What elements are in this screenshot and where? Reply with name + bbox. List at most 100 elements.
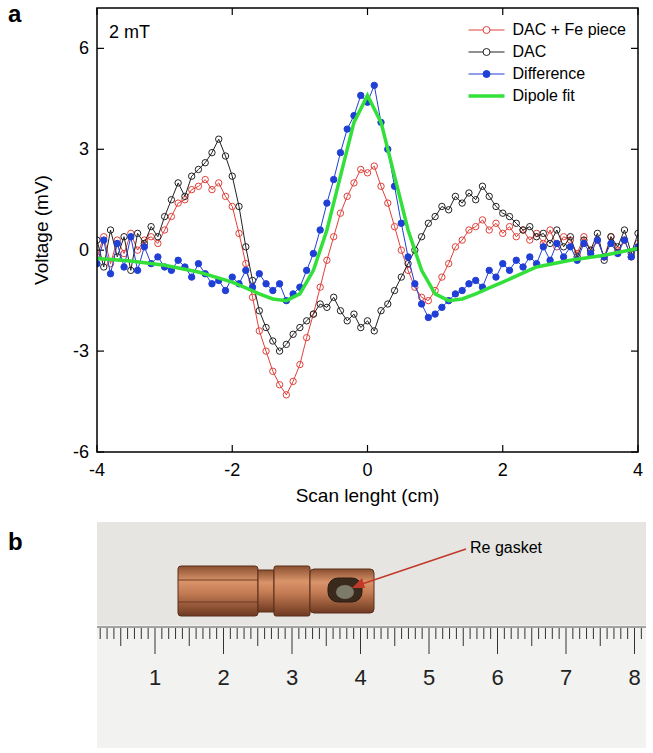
data-point: [560, 234, 566, 240]
data-point: [540, 230, 546, 236]
data-point: [337, 149, 343, 155]
x-tick-top: [502, 8, 503, 15]
ruler-tick: [483, 628, 484, 639]
data-point: [317, 284, 323, 290]
data-point: [527, 223, 533, 229]
ruler-label: 5: [423, 665, 435, 690]
data-point: [148, 234, 154, 240]
data-point: [195, 260, 201, 266]
data-point: [330, 176, 336, 182]
ruler-tick: [627, 628, 628, 639]
data-point: [452, 193, 458, 199]
data-point: [439, 304, 445, 310]
ruler-tick: [216, 628, 217, 639]
ruler-tick: [593, 628, 594, 639]
data-point: [202, 176, 208, 182]
ruler-tick: [449, 628, 450, 639]
data-point: [351, 311, 357, 317]
ruler: [97, 625, 646, 748]
data-point: [344, 193, 350, 199]
legend-label: Dipole fit: [513, 87, 576, 104]
ruler-tick: [367, 628, 368, 639]
data-point: [148, 223, 154, 229]
ruler-tick: [504, 628, 505, 639]
x-tick-label: 4: [633, 460, 643, 480]
data-point: [290, 331, 296, 337]
plot-data: [97, 82, 638, 398]
data-point: [486, 193, 492, 199]
data-point: [479, 183, 485, 189]
y-tick-label: 3: [79, 139, 89, 159]
legend-label: DAC + Fe piece: [513, 21, 626, 38]
data-point: [520, 264, 526, 270]
data-point: [513, 234, 519, 240]
data-point: [155, 234, 161, 240]
data-point: [216, 180, 222, 186]
ruler-tick: [113, 628, 114, 639]
figure: a-4-2024-6-3036Voltage (mV)Scan lenght (…: [0, 0, 653, 753]
plot-frame: [97, 8, 638, 452]
ruler-tick: [161, 628, 162, 639]
series-line: [97, 139, 638, 351]
data-point: [378, 308, 384, 314]
cell-window: [328, 578, 362, 602]
data-point: [439, 203, 445, 209]
ruler-tick: [182, 628, 183, 639]
data-point: [358, 166, 364, 172]
ruler-tick: [155, 628, 156, 654]
ruler-tick: [223, 628, 224, 654]
data-point: [378, 183, 384, 189]
annotation: 2 mT: [109, 22, 150, 42]
ruler-tick: [552, 628, 553, 639]
data-point: [134, 230, 140, 236]
ruler-tick: [429, 628, 430, 654]
ruler-tick: [408, 628, 409, 639]
data-point: [560, 244, 566, 250]
ruler-tick: [353, 628, 354, 639]
data-point: [513, 220, 519, 226]
cell-ring: [274, 566, 310, 616]
data-point: [128, 267, 134, 273]
data-point: [391, 287, 397, 293]
data-point: [594, 237, 600, 243]
data-point: [398, 274, 404, 280]
ruler-tick: [470, 628, 471, 639]
data-point: [371, 328, 377, 334]
ruler-tick: [566, 628, 567, 654]
data-point: [486, 267, 492, 273]
data-point: [486, 227, 492, 233]
data-point: [175, 200, 181, 206]
data-point: [229, 274, 235, 280]
cell-cylinder: [310, 569, 374, 613]
cell-edge: [178, 580, 258, 581]
data-point: [283, 392, 289, 398]
data-point: [209, 186, 215, 192]
x-tick: [367, 445, 368, 452]
ruler-tick: [244, 628, 245, 639]
ruler-tick: [209, 628, 210, 639]
series-line: [97, 166, 638, 395]
ruler-tick: [202, 628, 203, 639]
ruler-tick: [319, 628, 320, 639]
cell-body: [178, 566, 258, 616]
legend-marker: [483, 49, 490, 56]
panel-label: b: [8, 528, 23, 555]
data-point: [506, 267, 512, 273]
data-point: [344, 126, 350, 132]
data-point: [540, 244, 546, 250]
ruler-tick: [148, 628, 149, 639]
data-point: [479, 217, 485, 223]
data-point: [554, 227, 560, 233]
data-point: [533, 234, 539, 240]
data-point: [270, 338, 276, 344]
data-point: [155, 254, 161, 260]
data-point: [425, 297, 431, 303]
data-point: [209, 281, 215, 287]
ruler-label: 1: [149, 665, 161, 690]
ruler-tick: [586, 628, 587, 639]
data-point: [175, 257, 181, 263]
ruler-tick: [374, 628, 375, 639]
y-tick: [97, 48, 104, 49]
data-point: [317, 301, 323, 307]
ruler-tick: [422, 628, 423, 639]
